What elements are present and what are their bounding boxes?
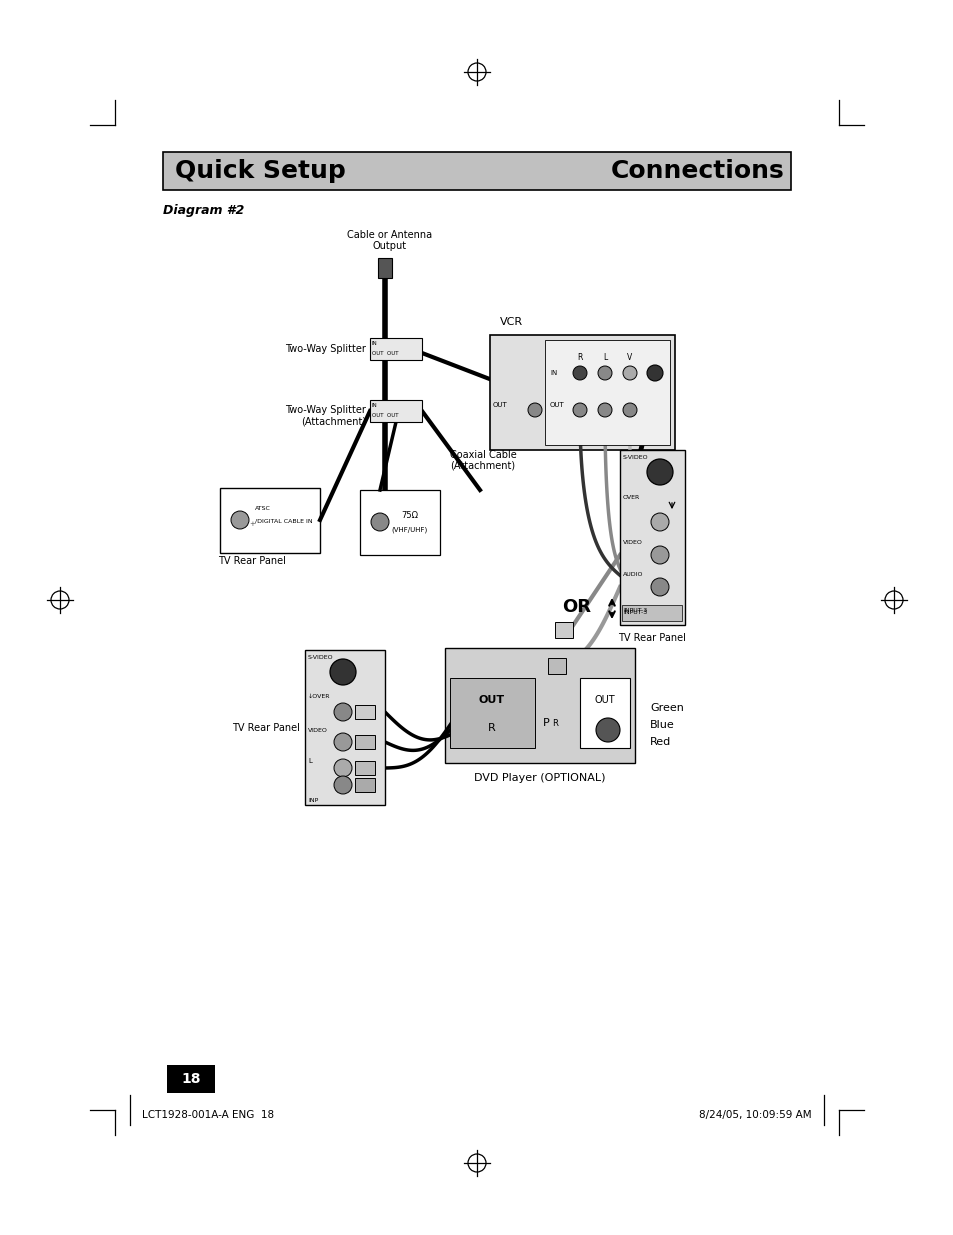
Text: 18: 18 [181, 1072, 200, 1086]
Text: V: V [627, 353, 632, 362]
Text: Diagram #2: Diagram #2 [163, 204, 244, 217]
Circle shape [622, 403, 637, 417]
Text: (Attachment): (Attachment) [300, 416, 366, 426]
Text: IN: IN [372, 403, 377, 408]
Text: ↓OVER: ↓OVER [308, 694, 330, 699]
Circle shape [334, 776, 352, 794]
Text: DVD Player (OPTIONAL): DVD Player (OPTIONAL) [474, 773, 605, 783]
Text: L: L [308, 758, 312, 764]
Circle shape [371, 513, 389, 531]
Text: VCR: VCR [499, 317, 522, 327]
Text: OUT: OUT [493, 403, 507, 408]
Text: Output: Output [373, 241, 407, 251]
Bar [450, 678, 535, 748]
Text: P: P [542, 718, 550, 727]
Text: (Attachment): (Attachment) [450, 461, 515, 471]
Text: IN: IN [550, 370, 557, 375]
Bar [544, 340, 669, 445]
Circle shape [596, 718, 619, 742]
Text: R: R [577, 353, 582, 362]
Bar [355, 735, 375, 748]
Bar [547, 658, 565, 674]
Text: OUT: OUT [550, 403, 564, 408]
Text: INPUT-3: INPUT-3 [622, 608, 646, 613]
Text: INP: INP [308, 798, 318, 803]
Bar [555, 622, 573, 638]
Circle shape [650, 546, 668, 564]
Bar [167, 1065, 214, 1093]
Text: OUT  OUT: OUT OUT [372, 351, 398, 356]
Text: LCT1928-001A-A ENG  18: LCT1928-001A-A ENG 18 [142, 1110, 274, 1120]
Circle shape [527, 403, 541, 417]
Bar [355, 761, 375, 776]
Circle shape [334, 703, 352, 721]
Text: R: R [488, 722, 496, 734]
Text: TV Rear Panel: TV Rear Panel [218, 556, 286, 566]
Circle shape [650, 578, 668, 597]
Bar [220, 488, 319, 553]
Text: IN: IN [372, 341, 377, 346]
Text: Coaxial Cable: Coaxial Cable [450, 450, 517, 459]
Bar [579, 678, 629, 748]
Circle shape [330, 659, 355, 685]
Bar [370, 400, 421, 422]
Bar [444, 648, 635, 763]
Text: VIDEO: VIDEO [622, 540, 642, 545]
Bar [490, 335, 675, 450]
Text: Red: Red [649, 737, 671, 747]
Circle shape [598, 366, 612, 380]
Bar [163, 152, 790, 190]
Circle shape [646, 366, 662, 382]
Text: Two-Way Splitter: Two-Way Splitter [285, 345, 366, 354]
Text: OUT: OUT [594, 695, 615, 705]
Text: Cable or Antenna: Cable or Antenna [347, 230, 432, 240]
Circle shape [650, 513, 668, 531]
Text: Green: Green [649, 703, 683, 713]
Text: Blue: Blue [649, 720, 674, 730]
Circle shape [334, 734, 352, 751]
Text: 8/24/05, 10:09:59 AM: 8/24/05, 10:09:59 AM [699, 1110, 811, 1120]
Text: AUDIO: AUDIO [622, 572, 643, 577]
Text: (VHF/UHF): (VHF/UHF) [392, 527, 428, 534]
Text: L: L [602, 353, 606, 362]
Text: R: R [552, 719, 558, 727]
Text: TV Rear Panel: TV Rear Panel [232, 722, 299, 734]
Text: S-VIDEO: S-VIDEO [622, 454, 648, 459]
Text: /DIGITAL CABLE IN: /DIGITAL CABLE IN [254, 519, 313, 524]
Circle shape [573, 366, 586, 380]
Text: Connections: Connections [611, 159, 784, 183]
Bar [377, 258, 392, 278]
Text: OVER: OVER [622, 495, 639, 500]
Text: 75Ω: 75Ω [401, 510, 418, 520]
Circle shape [646, 459, 672, 485]
Text: Quick Setup: Quick Setup [174, 159, 345, 183]
Text: TV Rear Panel: TV Rear Panel [618, 634, 685, 643]
Text: +: + [249, 521, 254, 527]
Bar [370, 338, 421, 359]
Bar [621, 605, 681, 621]
Text: OUT: OUT [478, 695, 504, 705]
Bar [359, 490, 439, 555]
Text: S-VIDEO: S-VIDEO [308, 655, 334, 659]
Circle shape [334, 760, 352, 777]
Bar [355, 705, 375, 719]
Text: ATSC: ATSC [254, 505, 271, 510]
Bar [355, 778, 375, 792]
Circle shape [622, 366, 637, 380]
Circle shape [573, 403, 586, 417]
Text: VIDEO: VIDEO [308, 727, 328, 734]
Circle shape [598, 403, 612, 417]
Bar [305, 650, 385, 805]
Text: Two-Way Splitter: Two-Way Splitter [285, 405, 366, 415]
Text: OR: OR [561, 598, 590, 616]
Text: OUT  OUT: OUT OUT [372, 412, 398, 417]
Bar [619, 450, 684, 625]
Circle shape [231, 511, 249, 529]
Text: INPUT-3: INPUT-3 [622, 610, 646, 615]
